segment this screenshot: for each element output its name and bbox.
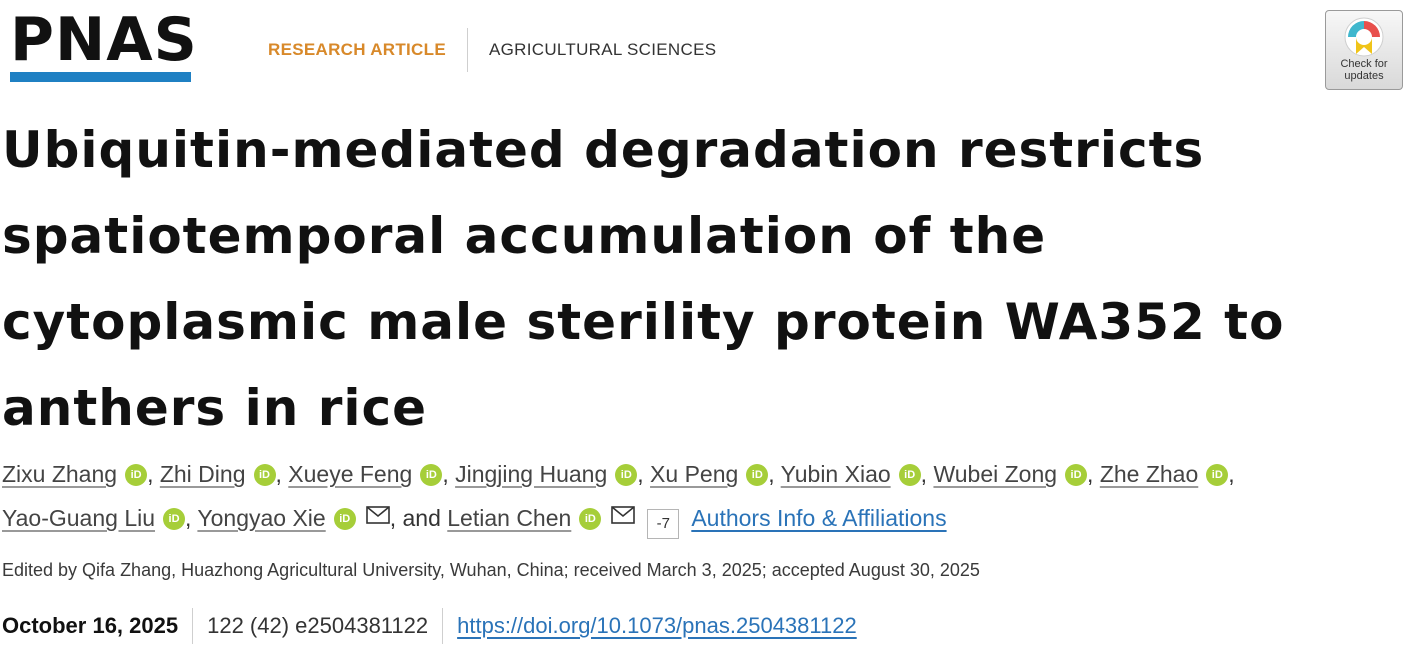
article-type-label[interactable]: RESEARCH ARTICLE [268,40,446,59]
orcid-icon[interactable]: iD [579,508,602,530]
divider [192,608,194,644]
collapse-authors-button[interactable]: -7 [647,509,680,539]
crossmark-icon [1344,17,1384,57]
volume-issue: 122 (42) e2504381122 [207,613,429,638]
author-link[interactable]: Yao-Guang Liu [2,505,156,531]
article-title: Ubiquitin-mediated degradation restricts… [2,121,1285,437]
orcid-icon[interactable]: iD [163,508,186,530]
and-text: , and [389,505,441,531]
author-link[interactable]: Letian Chen [447,505,572,531]
check-updates-line2: updates [1344,70,1384,82]
author-link[interactable]: Xueye Feng [288,461,413,487]
author-link[interactable]: Zhe Zhao [1099,461,1199,487]
pnas-logo[interactable]: PNAS [10,5,198,82]
author-link[interactable]: Jingjing Huang [455,461,608,487]
orcid-icon[interactable]: iD [420,464,443,486]
mail-icon[interactable] [365,506,390,524]
author-link[interactable]: Zixu Zhang [2,461,118,487]
journal-header: PNAS RESEARCH ARTICLE AGRICULTURAL SCIEN… [0,0,1412,100]
author-link[interactable]: Yubin Xiao [780,461,891,487]
orcid-icon[interactable]: iD [333,508,356,530]
authors-affiliations-link[interactable]: Authors Info & Affiliations [691,505,947,531]
subject-label[interactable]: AGRICULTURAL SCIENCES [489,40,717,59]
orcid-icon[interactable]: iD [253,464,276,486]
logo-wordmark: PNAS [10,5,198,75]
author-link[interactable]: Zhi Ding [159,461,246,487]
publication-info: October 16, 2025 122 (42) e2504381122 http… [2,608,857,644]
orcid-icon[interactable]: iD [125,464,148,486]
orcid-icon[interactable]: iD [898,464,921,486]
check-updates-line1: Check for [1340,58,1388,70]
logo-underline [10,72,191,82]
check-for-updates-button[interactable]: Check for updates [1325,10,1403,90]
author-link[interactable]: Wubei Zong [933,461,1058,487]
author-link[interactable]: Xu Peng [650,461,739,487]
author-link[interactable]: Yongyao Xie [197,505,326,531]
orcid-icon[interactable]: iD [1206,464,1229,486]
publication-date: October 16, 2025 [2,613,179,638]
doi-link[interactable]: https://doi.org/10.1073/pnas.2504381122 [457,613,857,638]
mail-icon[interactable] [611,506,636,524]
orcid-icon[interactable]: iD [746,464,769,486]
orcid-icon[interactable]: iD [1065,464,1088,486]
divider [442,608,444,644]
author-list: Zixu Zhang iD, Zhi Ding iD, Xueye Feng iD, … [2,452,1402,540]
orcid-icon[interactable]: iD [615,464,638,486]
editorial-info: Edited by Qifa Zhang, Huazhong Agricultu… [2,560,980,580]
header-divider [467,28,468,72]
